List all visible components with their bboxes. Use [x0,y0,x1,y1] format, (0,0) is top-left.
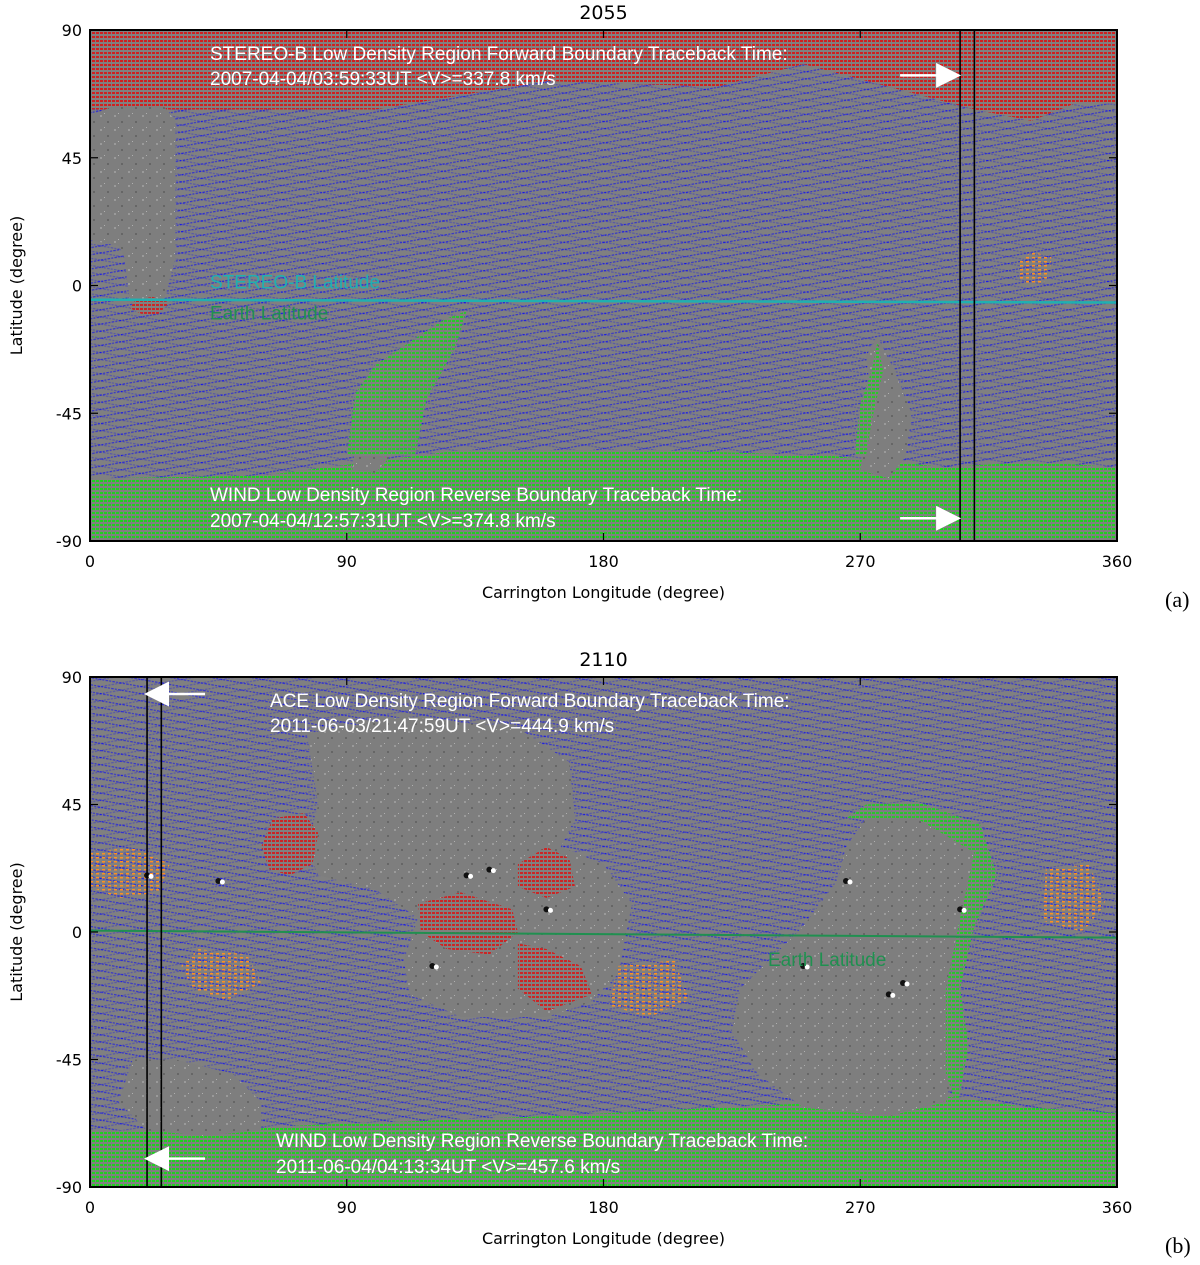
x-tick-label: 0 [85,552,95,571]
forward-boundary-time: 2007-04-04/03:59:33UT <V>=337.8 km/s [210,69,556,90]
active-region-dark [885,991,892,998]
active-region-dark [800,963,807,969]
active-region-dark [900,980,907,986]
closed-field-region [90,106,176,314]
x-tick-label: 360 [1102,1198,1133,1217]
forward-boundary-region [261,813,319,876]
closed-loop-region [1042,864,1106,932]
closed-field-region [118,1059,262,1136]
x-axis-label: Carrington Longitude (degree) [482,1229,725,1248]
y-tick-label: 0 [72,277,82,296]
x-tick-label: 180 [588,1198,619,1217]
active-region-dark [543,906,550,913]
closed-field-region [731,813,981,1117]
chart-title: 2110 [579,649,627,671]
active-region-bright [804,964,810,970]
y-tick-label: -45 [56,404,82,423]
earth-latitude-label: Earth Latitude [210,304,328,325]
reverse-boundary-time: 2011-06-04/04:13:34UT <V>=457.6 km/s [276,1157,620,1178]
forward-boundary-region [517,943,593,1012]
y-tick-label: 45 [62,149,82,168]
active-region-bright [847,879,853,885]
closed-field-region [306,716,633,1017]
x-tick-label: 270 [845,1198,876,1217]
y-tick-label: 45 [62,796,82,815]
active-region-bright [547,907,553,913]
reverse-boundary-time: 2007-04-04/12:57:31UT <V>=374.8 km/s [210,511,556,532]
forward-region-band [90,30,1117,121]
active-region-bright [890,992,896,998]
active-region-bright [490,868,496,874]
closed-loop-region [609,960,690,1017]
active-region-bright [219,879,225,885]
chart-title: 2055 [579,2,627,24]
closed-loop-region [181,949,262,1000]
x-axis-label: Carrington Longitude (degree) [482,583,725,602]
closed-loop-region [90,847,170,898]
forward-boundary-text: ACE Low Density Region Forward Boundary … [270,691,790,712]
earth-latitude-label: Earth Latitude [768,950,886,971]
closed-loop-region [1017,251,1052,286]
forward-boundary-time: 2011-06-03/21:47:59UT <V>=444.9 km/s [270,716,614,737]
forward-boundary-region [418,892,518,955]
active-region-dark [842,878,849,884]
panel-label: (b) [1165,1233,1191,1258]
active-region-bright [961,907,967,913]
y-tick-label: 90 [62,21,82,40]
earth-latitude-line [89,929,1118,939]
active-region-dark [957,906,964,913]
reverse-region-band [90,1096,1117,1187]
x-tick-label: 360 [1102,552,1133,571]
reverse-boundary-text: WIND Low Density Region Reverse Boundary… [210,485,742,506]
y-tick-label: 90 [62,668,82,687]
spacecraft-latitude-line [89,298,1118,304]
y-tick-label: -90 [56,532,82,551]
reverse-boundary-text: WIND Low Density Region Reverse Boundary… [276,1131,808,1152]
y-tick-label: -90 [56,1178,82,1197]
x-tick-label: 270 [845,552,876,571]
x-tick-label: 0 [85,1198,95,1217]
active-region-bright [148,873,154,879]
reverse-boundary-region [845,801,998,1108]
y-tick-label: -45 [56,1051,82,1070]
reverse-boundary-region [346,311,467,456]
forward-boundary-text: STEREO-B Low Density Region Forward Boun… [210,44,788,65]
active-region-dark [429,963,436,969]
reverse-region-band [90,450,1117,541]
active-region-bright [468,873,474,879]
spacecraft-latitude-label: STEREO-B Latitude [210,272,380,293]
x-tick-label: 90 [337,1198,357,1217]
panel-label: (a) [1165,587,1189,612]
y-axis-label: Latitude (degree) [7,216,26,356]
active-region-bright [433,964,439,970]
reverse-boundary-region [854,342,884,456]
chart-panel-a: STEREO-B Low Density Region Forward Boun… [7,2,1189,612]
active-region-dark [215,878,222,884]
active-region-bright [904,981,910,987]
active-region-dark [463,872,470,879]
x-tick-label: 180 [588,552,619,571]
forward-boundary-region [517,847,575,898]
y-tick-label: 0 [72,923,82,942]
active-region-dark [486,866,493,873]
y-axis-label: Latitude (degree) [7,862,26,1002]
x-tick-label: 90 [337,552,357,571]
chart-panel-b: ACE Low Density Region Forward Boundary … [7,649,1191,1258]
